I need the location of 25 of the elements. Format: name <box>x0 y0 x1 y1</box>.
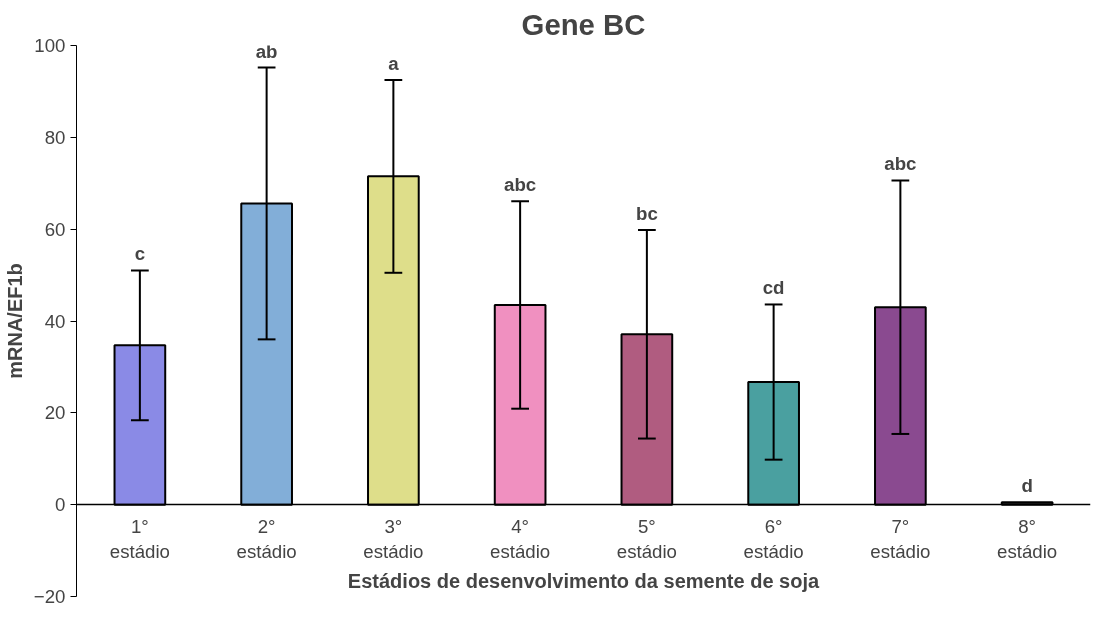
annotation: d <box>1021 475 1033 497</box>
x-tick-label: 7° estádio <box>870 515 931 562</box>
y-axis-title: mRNA/EF1b <box>3 263 26 379</box>
annotation: a <box>388 52 400 74</box>
annotation: c <box>134 243 146 265</box>
x-tick-label: 5° estádio <box>616 515 677 562</box>
chart-title: Gene BC <box>521 7 646 41</box>
x-tick-label: 6° estádio <box>743 515 804 562</box>
y-tick-label: 60 <box>44 218 66 240</box>
x-tick-label: 1° estádio <box>109 515 170 562</box>
x-tick-label: 2° estádio <box>236 515 297 562</box>
y-tick-label: −20 <box>33 586 66 607</box>
annotation: abc <box>884 153 917 175</box>
x-axis-title: Estádios de desenvolvimento da semente de soja <box>347 569 821 592</box>
annotation: cd <box>762 277 785 299</box>
y-tick-label: 20 <box>44 402 66 424</box>
x-tick-label: 8° estádio <box>997 515 1058 562</box>
y-tick-label: 0 <box>55 494 66 516</box>
x-tick-label: 3° estádio <box>363 515 424 562</box>
annotation: abc <box>504 174 537 196</box>
annotation: bc <box>635 203 658 225</box>
x-tick-label: 4° estádio <box>490 515 551 562</box>
y-tick-label: 100 <box>34 35 66 56</box>
y-tick-label: 80 <box>44 126 66 148</box>
y-tick-label: 40 <box>44 310 66 332</box>
